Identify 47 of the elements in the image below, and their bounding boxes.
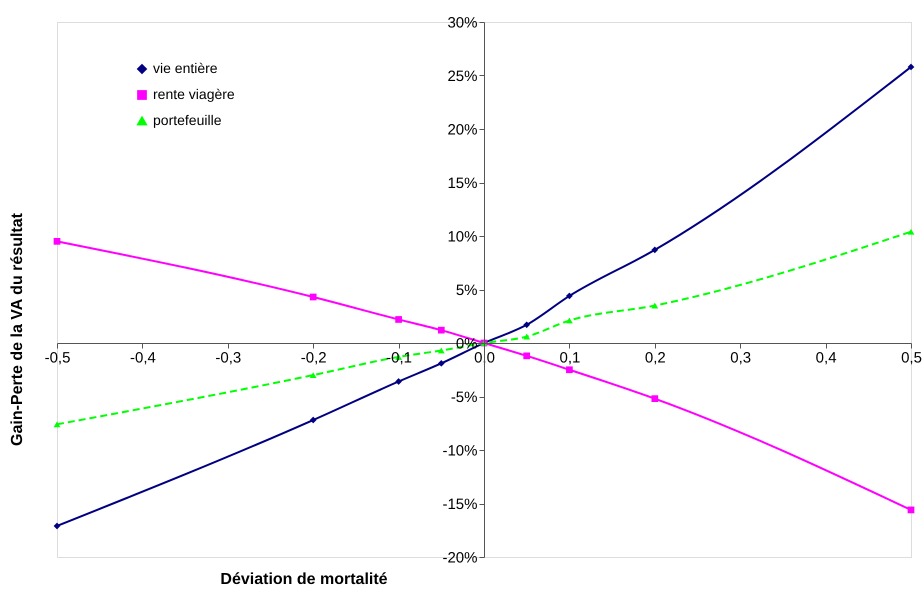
y-tick-label: 15% <box>447 175 478 192</box>
x-tick-label: -0,2 <box>300 350 327 366</box>
point <box>566 292 573 300</box>
point <box>566 366 573 374</box>
point <box>651 302 658 308</box>
x-tick-label: 0,1 <box>559 350 580 366</box>
point <box>523 352 530 360</box>
x-tick-label: -0,3 <box>215 350 242 366</box>
point <box>54 421 60 428</box>
point <box>310 372 317 378</box>
point <box>310 294 317 300</box>
y-tick-label: -15% <box>442 496 478 513</box>
x-axis-title: Déviation de mortalité <box>220 571 388 588</box>
legend-label: vie entière <box>153 60 218 76</box>
y-tick-label: -20% <box>442 550 478 566</box>
point <box>438 360 445 367</box>
x-tick-label: 0,5 <box>901 350 922 366</box>
y-tick-label: 5% <box>456 282 478 299</box>
point <box>395 378 402 385</box>
point <box>438 348 445 354</box>
legend-label: portefeuille <box>153 112 222 128</box>
point <box>395 316 402 323</box>
point <box>54 238 60 245</box>
y-tick-label: -5% <box>450 389 478 406</box>
point <box>438 326 445 334</box>
point <box>651 395 658 402</box>
point <box>523 321 530 328</box>
x-tick-label: -0,5 <box>44 350 70 366</box>
point <box>651 246 658 254</box>
x-tick-label: 0,4 <box>816 350 837 366</box>
legend-label: rente viagère <box>153 86 235 102</box>
point <box>908 64 914 70</box>
y-tick-label: 30% <box>447 14 478 32</box>
y-tick-label: -10% <box>442 442 478 460</box>
point <box>908 506 914 514</box>
point <box>54 522 60 530</box>
point <box>523 334 530 340</box>
y-tick-label: 20% <box>447 122 478 138</box>
x-tick-label: 0,2 <box>644 350 666 366</box>
x-tick-label: -0,4 <box>130 350 156 366</box>
y-tick-label: 10% <box>447 228 478 246</box>
point <box>566 318 573 324</box>
point <box>310 416 317 424</box>
point <box>908 228 914 235</box>
y-tick-label: 25% <box>447 68 478 85</box>
y-axis-title: Gain-Perte de la VA du résultat <box>9 212 26 446</box>
x-tick-label: 0,3 <box>730 350 752 366</box>
